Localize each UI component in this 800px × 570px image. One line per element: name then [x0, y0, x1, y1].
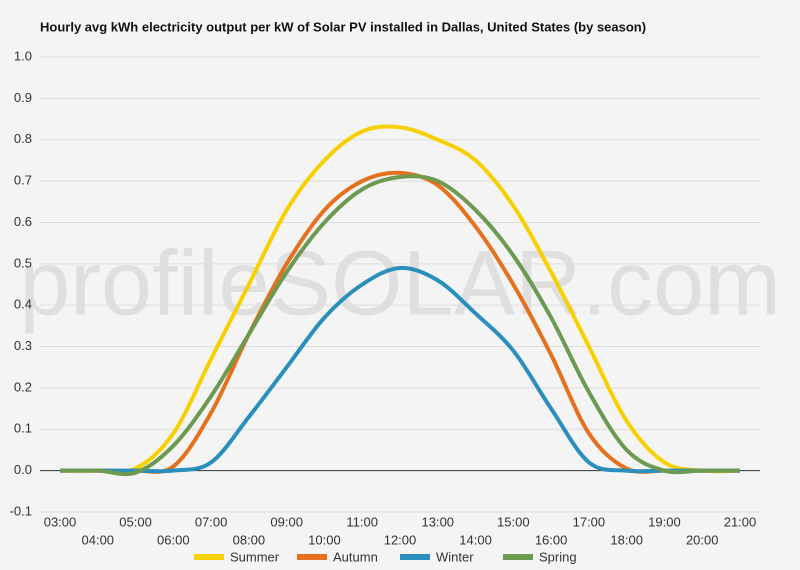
x-tick-label: 20:00 — [686, 532, 719, 547]
y-tick-label: 0.5 — [14, 255, 32, 270]
y-tick-label: 0.1 — [14, 421, 32, 436]
x-tick-label: 04:00 — [82, 532, 115, 547]
legend-swatch — [194, 554, 224, 560]
y-tick-label: 0.9 — [14, 90, 32, 105]
x-tick-label: 09:00 — [270, 514, 303, 529]
y-tick-label: 1.0 — [14, 48, 32, 63]
x-tick-label: 18:00 — [610, 532, 643, 547]
x-tick-label: 16:00 — [535, 532, 568, 547]
x-tick-label: 07:00 — [195, 514, 228, 529]
series-line — [59, 170, 740, 474]
x-tick-label: 15:00 — [497, 514, 530, 529]
series-line — [59, 124, 741, 474]
legend-swatch — [503, 554, 533, 560]
y-tick-label: 0.4 — [14, 297, 32, 312]
x-tick-label: 03:00 — [44, 514, 77, 529]
legend-label: Autumn — [333, 549, 378, 564]
x-tick-label: 13:00 — [422, 514, 455, 529]
series-line — [59, 265, 740, 474]
x-tick-label: 19:00 — [648, 514, 681, 529]
legend-label: Winter — [436, 549, 474, 564]
y-tick-label: 0.2 — [14, 379, 32, 394]
y-tick-label: 0.7 — [14, 173, 32, 188]
y-tick-label: -0.1 — [10, 503, 32, 518]
x-tick-label: 11:00 — [346, 514, 378, 529]
y-tick-label: 0.0 — [14, 462, 32, 477]
y-tick-label: 0.6 — [14, 214, 32, 229]
chart-title: Hourly avg kWh electricity output per kW… — [40, 19, 646, 34]
legend-swatch — [297, 554, 327, 560]
x-tick-label: 17:00 — [573, 514, 606, 529]
y-tick-label: 0.8 — [14, 131, 32, 146]
x-tick-label: 05:00 — [119, 514, 152, 529]
legend-label: Spring — [539, 549, 577, 564]
x-tick-label: 10:00 — [308, 532, 341, 547]
legend-swatch — [400, 554, 430, 560]
x-tick-label: 08:00 — [233, 532, 266, 547]
x-tick-label: 21:00 — [724, 514, 757, 529]
x-tick-label: 12:00 — [384, 532, 417, 547]
watermark: profileSOLAR.com — [19, 232, 781, 334]
legend-label: Summer — [230, 549, 280, 564]
series-line — [59, 174, 740, 477]
x-tick-label: 14:00 — [459, 532, 492, 547]
x-tick-label: 06:00 — [157, 532, 190, 547]
y-tick-label: 0.3 — [14, 338, 32, 353]
